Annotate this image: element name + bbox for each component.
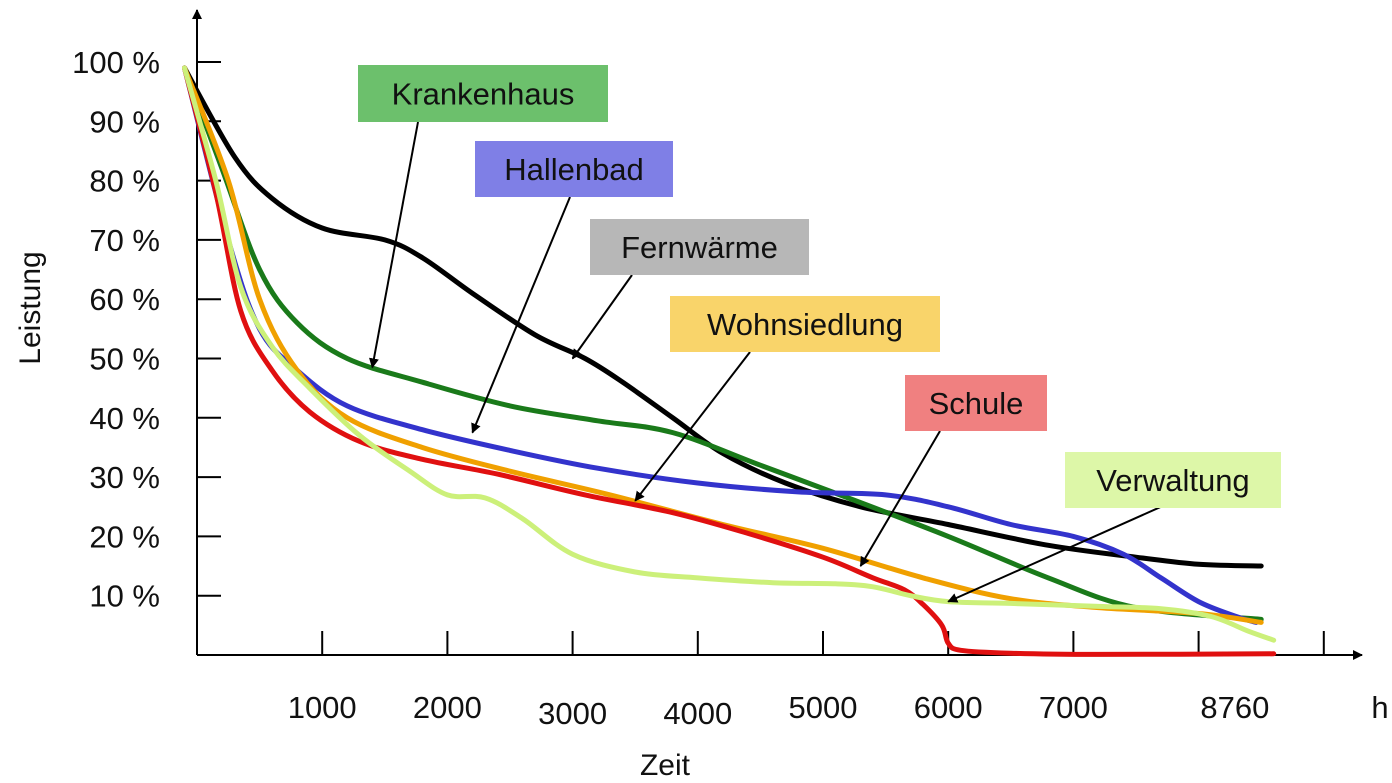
x-tick-label: 2000 <box>413 690 482 725</box>
labels-layer: 1000 2000 3000 4000 5000 6000 7000 8760 h 10 % 20 … <box>14 45 1389 782</box>
callout-box-krankenhaus <box>358 65 608 122</box>
callout-arrow-verwaltung <box>947 504 1166 603</box>
callout-arrow-fernwaerme <box>571 274 633 360</box>
callout-box-fernwaerme <box>590 219 809 275</box>
y-tick-label: 100 % <box>72 45 160 80</box>
x-tick-label: 5000 <box>789 690 858 725</box>
callout-box-wohnsiedlung <box>670 296 940 352</box>
callout-arrow-schule <box>859 430 941 567</box>
callout-box-schule <box>905 375 1047 431</box>
y-tick-label: 50 % <box>89 342 160 377</box>
x-tick-label: 1000 <box>288 690 357 725</box>
callout-layer: Krankenhaus Hallenbad Fernwärme Wohnsiedlun… <box>358 65 1281 603</box>
y-tick-label: 10 % <box>89 579 160 614</box>
y-tick-label: 30 % <box>89 460 160 495</box>
callout-label-wohnsiedlung: Wohnsiedlung <box>707 307 903 342</box>
callout-arrow-krankenhaus <box>369 121 419 369</box>
series-line-verwaltung <box>182 65 1277 643</box>
x-tick-label: 3000 <box>538 696 607 731</box>
x-tick-label: 8760 <box>1200 690 1269 725</box>
callout-box-hallenbad <box>475 141 673 197</box>
x-tick-label: 4000 <box>663 696 732 731</box>
callout-label-krankenhaus: Krankenhaus <box>392 77 575 112</box>
y-tick-label: 60 % <box>89 282 160 317</box>
y-tick-label: 90 % <box>89 104 160 139</box>
y-tick-label: 40 % <box>89 401 160 436</box>
y-axis-title: Leistung <box>14 251 47 364</box>
series-layer <box>182 65 1277 657</box>
callout-arrow-hallenbad <box>471 196 571 434</box>
x-tick-label: 6000 <box>914 690 983 725</box>
series-line-schule <box>182 65 1277 657</box>
x-tick-label: 7000 <box>1039 690 1108 725</box>
series-line-fernwaerme <box>182 65 1264 569</box>
callout-label-verwaltung: Verwaltung <box>1096 463 1249 498</box>
callout-label-fernwaerme: Fernwärme <box>621 230 778 265</box>
y-tick-label: 80 % <box>89 164 160 199</box>
series-line-krankenhaus <box>182 65 1264 622</box>
x-axis-title: Zeit <box>640 749 691 782</box>
y-tick-label: 70 % <box>89 223 160 258</box>
callout-arrow-wohnsiedlung <box>634 351 751 502</box>
callout-label-hallenbad: Hallenbad <box>504 152 644 187</box>
x-unit-label: h <box>1371 690 1388 725</box>
callout-box-verwaltung <box>1065 452 1281 508</box>
y-tick-label: 20 % <box>89 519 160 554</box>
callout-label-schule: Schule <box>929 386 1024 421</box>
